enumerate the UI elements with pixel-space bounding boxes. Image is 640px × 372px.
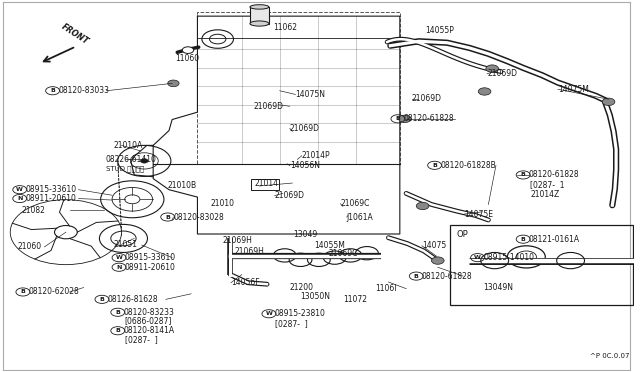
Text: 13049N: 13049N xyxy=(483,283,513,292)
Text: N: N xyxy=(17,196,22,201)
Text: STUD スタッド: STUD スタッド xyxy=(106,165,144,171)
Text: [0287-  ]: [0287- ] xyxy=(275,319,307,328)
Text: 08120-83033: 08120-83033 xyxy=(58,86,109,95)
Text: 21051: 21051 xyxy=(114,240,138,249)
Text: 08120-62028: 08120-62028 xyxy=(29,288,79,296)
Text: 08120-61828B: 08120-61828B xyxy=(440,161,496,170)
Text: 14075M: 14075M xyxy=(558,85,589,94)
Text: 14075E: 14075E xyxy=(465,209,493,219)
Text: 21082: 21082 xyxy=(22,206,45,215)
Text: 08915-14010: 08915-14010 xyxy=(483,253,534,262)
Text: 08120-61828: 08120-61828 xyxy=(422,272,472,280)
Circle shape xyxy=(168,80,179,87)
Text: 08226-61410: 08226-61410 xyxy=(106,155,157,164)
Text: 08126-81628: 08126-81628 xyxy=(108,295,158,304)
Text: 11072: 11072 xyxy=(343,295,367,304)
Text: 13050N: 13050N xyxy=(300,292,330,301)
Circle shape xyxy=(478,88,491,95)
Text: B: B xyxy=(521,173,525,177)
Text: 11060: 11060 xyxy=(175,54,200,63)
Text: 21014: 21014 xyxy=(254,179,278,187)
Text: 21069D: 21069D xyxy=(253,102,283,111)
Text: 11062: 11062 xyxy=(273,23,298,32)
Text: B: B xyxy=(521,237,525,242)
Text: 21010A: 21010A xyxy=(114,141,143,150)
Bar xyxy=(252,179,279,190)
Text: 21069D: 21069D xyxy=(487,69,517,78)
Text: W: W xyxy=(16,187,23,192)
Text: 21010: 21010 xyxy=(210,199,234,208)
Circle shape xyxy=(182,47,194,54)
Circle shape xyxy=(486,65,499,72)
Text: B: B xyxy=(432,163,437,168)
Text: 21014Z: 21014Z xyxy=(530,190,559,199)
Text: 08915-23810: 08915-23810 xyxy=(275,309,326,318)
Ellipse shape xyxy=(250,5,269,9)
Text: 14075: 14075 xyxy=(422,241,446,250)
Text: OP: OP xyxy=(457,230,468,239)
Bar xyxy=(250,7,269,23)
Text: 21200: 21200 xyxy=(290,283,314,292)
Text: B: B xyxy=(414,273,419,279)
Text: 08120-83233: 08120-83233 xyxy=(124,308,174,317)
Text: W: W xyxy=(474,255,481,260)
Text: 13049: 13049 xyxy=(294,230,318,239)
Text: 21069H: 21069H xyxy=(223,236,253,245)
Ellipse shape xyxy=(250,21,269,26)
Text: 08915-33610: 08915-33610 xyxy=(26,185,77,194)
Text: 21069H: 21069H xyxy=(234,247,264,256)
Text: 08911-20610: 08911-20610 xyxy=(125,263,175,272)
Text: 08120-83028: 08120-83028 xyxy=(173,212,224,221)
Circle shape xyxy=(141,159,148,163)
Text: 14056N: 14056N xyxy=(290,161,320,170)
Text: 1106l: 1106l xyxy=(375,284,397,293)
Text: 14055M: 14055M xyxy=(314,241,345,250)
Text: 21069D: 21069D xyxy=(275,191,305,200)
Text: B: B xyxy=(20,289,26,295)
Text: 21069D: 21069D xyxy=(412,94,442,103)
Text: 08120-61828: 08120-61828 xyxy=(404,114,454,123)
Text: B: B xyxy=(50,88,55,93)
Circle shape xyxy=(416,202,429,210)
Text: 08121-0161A: 08121-0161A xyxy=(529,235,580,244)
Text: 14056F: 14056F xyxy=(231,278,260,287)
Text: 14075N: 14075N xyxy=(296,90,326,99)
Text: 21069C: 21069C xyxy=(329,249,358,258)
Text: B: B xyxy=(115,310,120,315)
Text: 08911-20610: 08911-20610 xyxy=(26,194,76,203)
Text: 14055P: 14055P xyxy=(425,26,454,35)
Text: W: W xyxy=(266,311,273,316)
Text: 21060: 21060 xyxy=(17,243,42,251)
Text: N: N xyxy=(116,265,122,270)
Circle shape xyxy=(431,257,444,264)
Circle shape xyxy=(399,115,412,122)
Text: FRONT: FRONT xyxy=(60,22,90,46)
Text: [0287-  1: [0287- 1 xyxy=(530,180,564,189)
Circle shape xyxy=(602,98,615,106)
Text: [0287-  ]: [0287- ] xyxy=(125,335,157,344)
Text: 08120-61828: 08120-61828 xyxy=(529,170,579,179)
Text: W: W xyxy=(116,255,122,260)
Text: 08120-8141A: 08120-8141A xyxy=(124,326,175,335)
Text: B: B xyxy=(99,297,104,302)
Text: B: B xyxy=(165,215,170,219)
Text: 21010B: 21010B xyxy=(167,181,196,190)
Text: [0686-0287]: [0686-0287] xyxy=(125,316,172,325)
Text: 21014P: 21014P xyxy=(302,151,330,160)
Text: 21069D: 21069D xyxy=(290,124,320,133)
Text: B: B xyxy=(396,116,401,121)
Text: 08915-33610: 08915-33610 xyxy=(125,253,176,262)
Text: ^P 0C.0.07: ^P 0C.0.07 xyxy=(589,353,629,359)
Text: J1061A: J1061A xyxy=(347,212,374,221)
Text: B: B xyxy=(115,328,120,333)
Text: 21069C: 21069C xyxy=(340,199,370,208)
